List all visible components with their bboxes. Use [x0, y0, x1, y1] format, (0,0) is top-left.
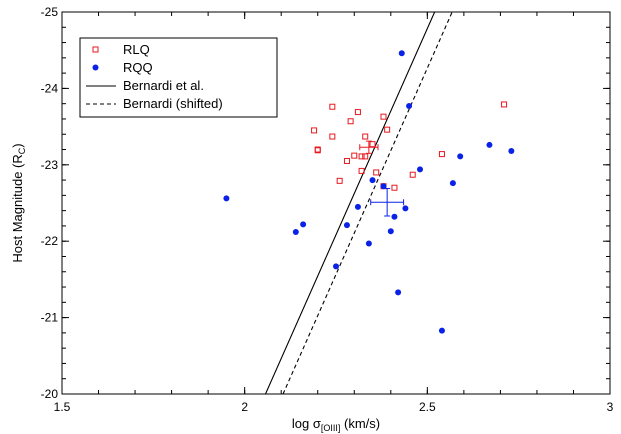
rlq-point: [358, 167, 365, 174]
rqq-point: [292, 229, 299, 236]
rqq-point: [395, 289, 402, 296]
rqq-point: [438, 327, 445, 334]
rqq-point: [457, 153, 464, 160]
data-points: [223, 50, 515, 334]
rqq-point: [398, 50, 405, 57]
rlq-point: [501, 101, 508, 108]
rlq-point: [409, 171, 416, 178]
error-bars: [359, 140, 405, 217]
rqq-point: [333, 263, 339, 270]
rlq-point: [351, 152, 358, 159]
rqq-point: [223, 195, 230, 202]
rqq-point: [343, 222, 350, 229]
rlq-point: [380, 113, 387, 120]
plot-frame: [61, 11, 611, 395]
rlq-point: [373, 169, 380, 176]
y-axis-title: Host Magnitude (RC): [10, 143, 27, 262]
rqq-point: [402, 205, 409, 212]
rlq-point: [384, 126, 391, 133]
rlq-point: [362, 153, 369, 160]
rlq-point: [391, 184, 398, 191]
rlq-point: [311, 127, 318, 134]
rqq-point: [369, 177, 376, 184]
rlq-point: [362, 133, 369, 140]
legend-label-rlq: RLQ: [123, 42, 150, 57]
y-tick-label: -24: [41, 81, 59, 95]
rqq-point: [300, 221, 307, 228]
x-axis-title: log σ[OIII] (km/s): [292, 416, 380, 433]
y-tick-label: -23: [41, 158, 59, 172]
legend-marker-rlq: [92, 46, 99, 53]
rlq-point: [438, 151, 445, 158]
axis-ticks: 1.5 2 2.5 3 -20 -21 -22 -23 -24 -25: [41, 5, 614, 414]
rlq-point: [343, 157, 350, 164]
rlq-point: [329, 133, 336, 140]
legend-label-rqq: RQQ: [123, 60, 153, 75]
x-tick-label: 2.5: [419, 400, 436, 414]
x-tick-label: 1.5: [54, 400, 71, 414]
y-tick-label: -21: [41, 311, 59, 325]
rqq-point: [417, 166, 424, 173]
rqq-point: [391, 213, 398, 220]
rqq-point: [354, 203, 361, 210]
y-tick-label: -22: [41, 234, 59, 248]
rlq-point: [329, 103, 336, 110]
legend: RLQ RQQ Bernardi et al. Bernardi (shifte…: [79, 37, 278, 118]
rlq-point: [369, 141, 376, 148]
x-tick-label: 3: [607, 400, 614, 414]
fit-lines: [264, 12, 453, 394]
fit-line-bernardi: [264, 12, 436, 394]
rqq-point: [365, 240, 372, 247]
x-tick-label: 2: [241, 400, 248, 414]
rqq-point: [380, 183, 387, 190]
rqq-point: [406, 102, 413, 109]
rlq-point: [347, 118, 354, 125]
fit-line-bernardi-shifted: [282, 12, 453, 394]
rlq-point: [336, 177, 343, 184]
rlq-point: [354, 109, 361, 116]
rqq-point: [508, 148, 515, 155]
rlq-point: [358, 153, 365, 160]
legend-label-bernardi-shifted: Bernardi (shifted): [123, 96, 223, 111]
rqq-point: [387, 228, 394, 235]
rqq-point: [486, 141, 493, 148]
rlq-point: [314, 147, 321, 154]
legend-box: [79, 37, 278, 118]
rqq-point: [449, 180, 456, 187]
legend-marker-rqq: [92, 64, 99, 71]
y-tick-label: -20: [41, 387, 59, 401]
legend-label-bernardi: Bernardi et al.: [123, 78, 204, 93]
y-tick-label: -25: [41, 5, 59, 19]
